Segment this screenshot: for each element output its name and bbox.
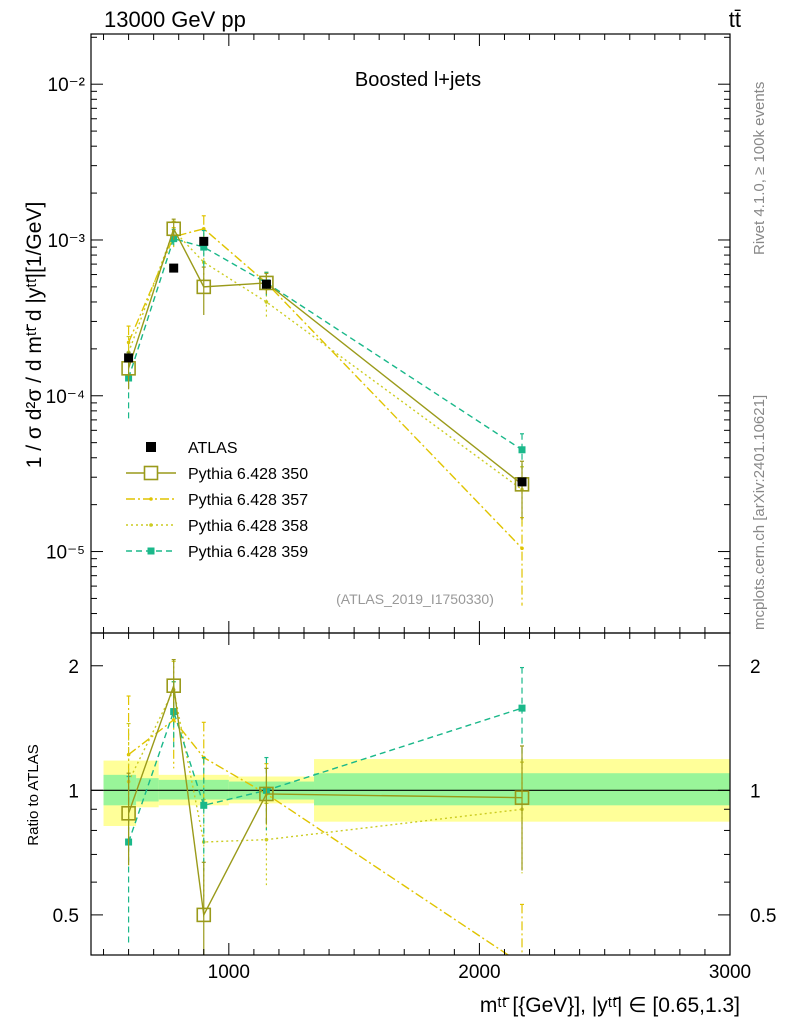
mc1-point [259, 275, 274, 291]
ratio-mc4-point [518, 704, 526, 712]
ratio-y-tick-label-right: 2 [750, 657, 761, 678]
atlas-point [517, 477, 527, 487]
x-tick-label: 1000 [208, 962, 250, 983]
legend-marker-atlas [146, 442, 156, 452]
main-y-tick-label: 10⁻³ [48, 231, 86, 252]
legend: ATLAS Pythia 6.428 350 Pythia 6.428 357 Pyt… [126, 440, 308, 561]
mc3-line [127, 229, 523, 491]
ratio-y-tick-label: 1 [68, 781, 79, 802]
ratio-mc1-point [514, 790, 530, 805]
ratio-mc4-point [200, 801, 208, 809]
ratio-mc3-point [264, 837, 269, 842]
mc3-point [264, 300, 269, 304]
ratio-mc3-line [127, 687, 523, 843]
energy-label: 13000 GeV pp [104, 7, 246, 32]
legend-marker-4 [147, 547, 155, 555]
ratio-mc1-point [121, 806, 136, 821]
ratio-y-tick-label-right: 0.5 [750, 906, 776, 927]
mc1-point [166, 221, 181, 237]
rivet-label: Rivet 4.1.0, ≥ 100k events [751, 82, 768, 255]
legend-label-atlas: ATLAS [188, 440, 238, 457]
main-y-tick-label: 10⁻² [48, 75, 86, 96]
legend-marker-1 [143, 465, 159, 481]
legend-marker-3 [149, 523, 153, 527]
ratio-mc4-line [127, 707, 523, 843]
ratio-y-tick-label: 0.5 [53, 906, 79, 927]
x-tick-label: 2000 [458, 962, 500, 983]
atlas-point [169, 263, 179, 273]
main-frame [90, 33, 731, 634]
mc4-line [127, 237, 523, 451]
stat-band-2 [158, 779, 229, 800]
ratio-y-tick-label: 2 [68, 657, 79, 678]
mc4-point [518, 446, 526, 454]
ratio-mc2-point [171, 718, 176, 722]
legend-label-1: Pythia 6.428 350 [188, 466, 308, 483]
legend-label-4: Pythia 6.428 359 [188, 544, 308, 561]
ratio-mc1-point [259, 786, 274, 802]
mc1-point [196, 279, 212, 295]
mc2-point [520, 546, 524, 551]
x-axis-label: mᵗᵗ̄ [{GeV}], |yᵗᵗ̄| ∈ [0.65,1.3] [480, 994, 740, 1017]
ratio-mc1-point [166, 678, 181, 694]
ratio-y-tick-label-right: 1 [750, 781, 761, 802]
x-tick-label: 3000 [709, 962, 751, 983]
atlas-point [124, 353, 134, 363]
atlas-point [261, 279, 271, 289]
mc4-point [200, 243, 208, 251]
legend-label-3: Pythia 6.428 358 [188, 518, 308, 535]
ratio-frame [90, 632, 731, 956]
legend-label-2: Pythia 6.428 357 [188, 492, 308, 509]
analysis-id: (ATLAS_2019_I1750330) [336, 591, 494, 607]
ratio-mc1-point [196, 907, 212, 923]
process-label: tt̄ [729, 7, 741, 32]
mc2-point [201, 226, 206, 231]
legend-marker-2 [149, 497, 153, 501]
main-y-tick-label: 10⁻⁵ [46, 543, 85, 564]
main-ylabel: 1 / σ d²σ / d mᵗᵗ̄ d |yᵗᵗ̄|[1/GeV] [23, 202, 46, 469]
plot-title: Boosted l+jets [355, 69, 481, 91]
ratio-ylabel: Ratio to ATLAS [25, 744, 42, 845]
main-y-tick-label: 10⁻⁴ [46, 387, 85, 408]
mcplots-label: mcplots.cern.ch [arXiv:2401.10621] [751, 395, 768, 630]
atlas-point [199, 236, 209, 246]
ratio-mc2-point [520, 962, 524, 966]
